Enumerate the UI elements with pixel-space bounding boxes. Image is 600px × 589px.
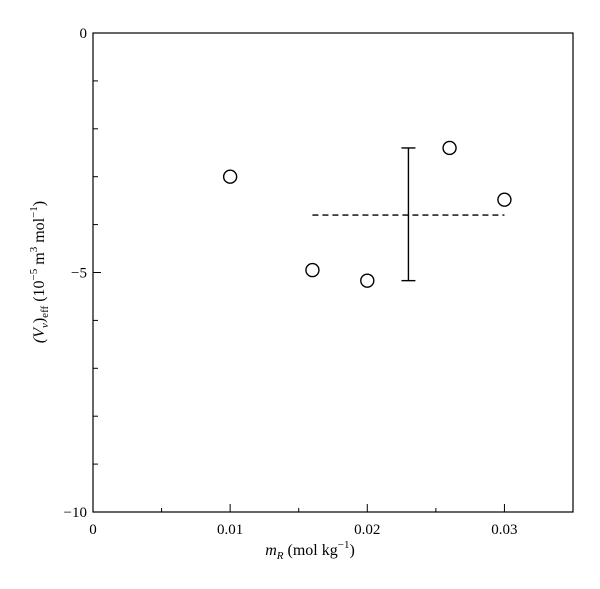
y-tick-label: −5: [71, 266, 87, 282]
data-point: [442, 140, 457, 156]
data-point: [222, 169, 238, 184]
x-axis-title: mR (mol kg−1): [265, 539, 355, 562]
y-tick-label: 0: [80, 26, 88, 42]
data-point: [305, 262, 320, 278]
y-axis-title: (Vv)eff (10−5 m3 mol−1): [28, 201, 51, 343]
y-tick-label: −10: [64, 505, 87, 521]
plot-frame: [92, 32, 574, 513]
axis-ticks: [92, 32, 505, 513]
data-marks: [222, 140, 512, 288]
data-point: [360, 273, 375, 288]
axis-tick-labels: 0 0.01 0.02 0.03 0 −5 −10: [64, 26, 518, 538]
data-point: [497, 192, 512, 207]
x-tick-label: 0.03: [491, 522, 517, 538]
x-tick-label: 0: [89, 522, 97, 538]
x-tick-label: 0.02: [354, 522, 380, 538]
x-tick-label: 0.01: [217, 522, 243, 538]
